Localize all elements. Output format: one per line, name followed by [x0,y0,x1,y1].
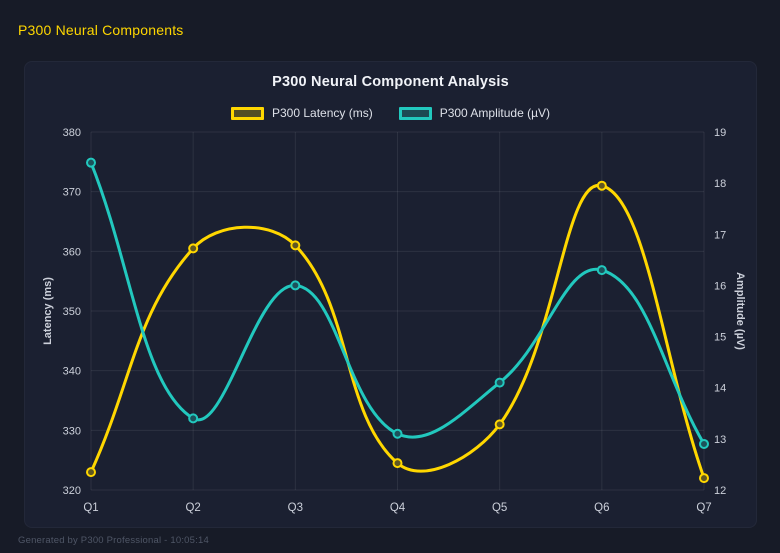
x-tick-label: Q3 [288,502,303,514]
data-point-Q4[interactable] [392,428,403,439]
x-tick-label: Q7 [696,502,711,514]
y-tick-label-left: 350 [63,306,81,318]
x-tick-label: Q4 [390,502,406,514]
legend-swatch-latency [230,106,264,120]
data-point-Q1[interactable] [86,467,96,478]
data-point-Q7[interactable] [699,473,709,484]
x-tick-label: Q5 [492,502,507,514]
y-tick-label-right: 19 [714,127,726,139]
legend-item-amplitude[interactable]: P300 Amplitude (µV) [398,106,551,120]
footer-text: Generated by P300 Professional - 10:05:1… [18,535,209,546]
y-tick-label-right: 16 [714,280,726,292]
data-point-Q5[interactable] [494,419,505,430]
data-point-bg [393,429,402,438]
data-point-Q2[interactable] [188,243,199,254]
data-point-bg [700,474,708,483]
data-point-bg [189,244,198,253]
data-point-bg [189,414,198,423]
data-point-Q3[interactable] [290,240,301,251]
data-point-Q2[interactable] [188,413,199,424]
y-tick-label-left: 330 [63,425,81,437]
data-point-Q5[interactable] [494,377,505,388]
data-point-bg [291,281,300,290]
data-point-bg [393,459,402,468]
chart-panel: P300 Neural Component Analysis P300 Late… [24,61,757,528]
data-point-bg [495,378,504,387]
data-point-Q6[interactable] [596,265,607,276]
data-point-bg [495,420,504,429]
y-tick-label-left: 360 [63,246,81,258]
y-tick-label-left: 340 [63,366,81,378]
y-tick-label-right: 14 [714,383,726,395]
legend-label-latency: P300 Latency (ms) [271,106,373,120]
y-tick-label-left: 370 [63,187,81,199]
data-point-bg [87,468,95,477]
data-point-Q7[interactable] [699,438,709,449]
data-point-bg [597,266,606,275]
y-tick-label-left: 380 [63,127,81,139]
data-point-bg [597,181,606,190]
legend-label-amplitude: P300 Amplitude (µV) [439,106,551,120]
x-tick-label: Q6 [594,502,609,514]
x-tick-label: Q1 [83,502,98,514]
legend-item-latency[interactable]: P300 Latency (ms) [230,106,373,120]
y-tick-label-left: 320 [63,485,81,497]
data-point-Q3[interactable] [290,280,301,291]
y-tick-label-right: 15 [714,332,726,344]
y-tick-label-right: 12 [714,485,726,497]
chart-title: P300 Neural Component Analysis [272,74,509,90]
data-point-Q6[interactable] [596,180,607,191]
y-tick-label-right: 18 [714,178,726,190]
plot-svg[interactable]: 380 370 360 350 340 330 320 19 18 17 16 15 14 13 12 Q1 Q… [25,62,758,529]
data-point-bg [87,158,95,167]
data-point-Q1[interactable] [86,157,96,168]
data-point-Q4[interactable] [392,458,403,469]
legend-swatch-amplitude [398,106,432,120]
y-tick-label-right: 13 [714,434,726,446]
chart-legend: P300 Latency (ms) P300 Amplitude (µV) [25,106,756,120]
page-title: P300 Neural Components [18,22,184,38]
x-tick-label: Q2 [185,502,200,514]
data-point-bg [291,241,300,250]
data-point-bg [700,439,708,448]
y-tick-label-right: 17 [714,229,726,241]
